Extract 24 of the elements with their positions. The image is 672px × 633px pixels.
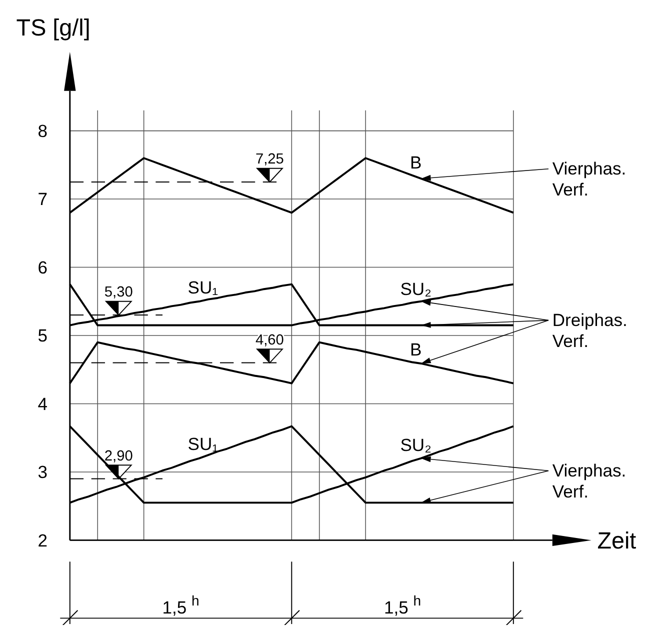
- text: Vierphas. Verf.: [552, 460, 626, 502]
- ref-line-label: 4,60: [256, 332, 284, 348]
- y-tick-label: 6: [38, 257, 48, 278]
- annotation: B: [410, 340, 422, 360]
- x-axis-title: Zeit: [597, 527, 637, 554]
- y-tick-label: 2: [38, 530, 48, 550]
- y-tick-label: 4: [38, 394, 48, 414]
- y-tick-label: 5: [38, 326, 48, 346]
- y-tick-label: 8: [38, 120, 48, 141]
- ref-line-label: 5,30: [104, 284, 133, 301]
- text: 1,5 $^{h}$: [384, 592, 422, 618]
- text: Vierphas. Verf.: [552, 158, 626, 200]
- ref-line-label: 7,25: [256, 151, 284, 168]
- annotation: SU₂: [400, 278, 432, 299]
- y-axis-title: TS [g/l]: [16, 14, 90, 40]
- annotation: B: [410, 152, 422, 173]
- annotation: SU₁: [188, 434, 218, 454]
- annotation: SU₁: [188, 278, 218, 298]
- y-tick-label: 3: [38, 462, 48, 482]
- text: 1,5 $^{h}$: [162, 592, 200, 618]
- text: Dreiphas. Verf.: [552, 310, 628, 352]
- annotation: SU₂: [400, 435, 432, 456]
- ref-line-label: 2,90: [104, 448, 133, 464]
- y-tick-label: 7: [38, 189, 48, 210]
